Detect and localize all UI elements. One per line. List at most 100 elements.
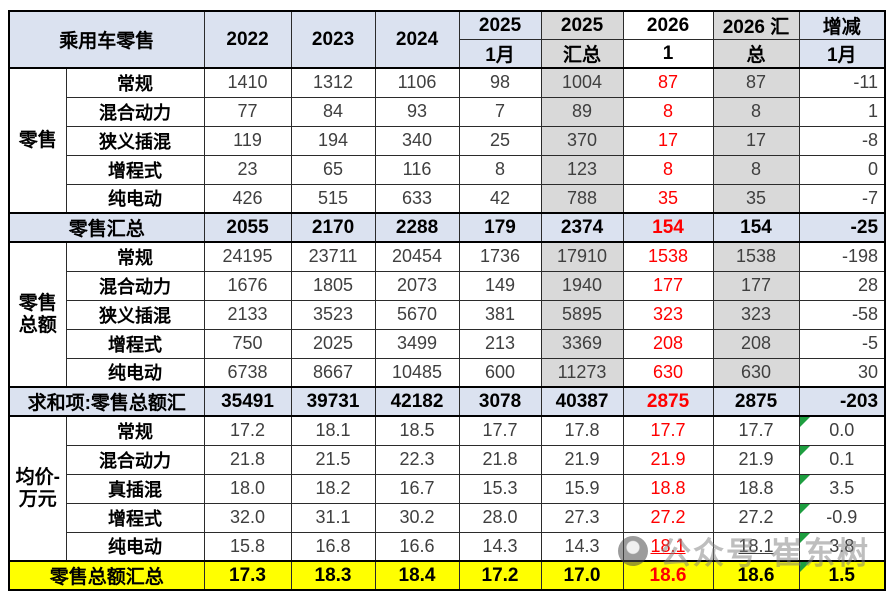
summary-cell: 2170 bbox=[290, 212, 376, 243]
row-label: 增程式 bbox=[65, 154, 205, 185]
row-label: 真插混 bbox=[65, 473, 205, 504]
value-cell: 17 bbox=[712, 125, 800, 156]
table-row: 纯电动 6738 8667 10485 600 11273 630 630 30 bbox=[9, 357, 886, 388]
summary-cell: 35491 bbox=[203, 386, 292, 417]
table-row: 真插混 18.0 18.2 16.7 15.3 15.9 18.8 18.8 3.5 bbox=[9, 473, 886, 504]
value-cell: 84 bbox=[290, 96, 376, 127]
value-cell: 17.7 bbox=[458, 415, 542, 446]
value-cell: 208 bbox=[712, 328, 800, 359]
table-row: 狭义插混 2133 3523 5670 381 5895 323 323 -58 bbox=[9, 299, 886, 330]
value-cell: 25 bbox=[458, 125, 542, 156]
value-cell: 116 bbox=[374, 154, 460, 185]
value-cell: 17910 bbox=[540, 241, 624, 272]
value-cell: 30 bbox=[798, 357, 886, 388]
table-row: 零售 常规 1410 1312 1106 98 1004 87 87 -11 bbox=[8, 67, 886, 214]
value-cell: 1538 bbox=[622, 241, 714, 272]
value-cell: 98 bbox=[458, 67, 542, 98]
value-cell: 3.5 bbox=[798, 473, 886, 504]
value-cell: 8 bbox=[458, 154, 542, 185]
col-header-change: 增减 bbox=[798, 10, 886, 40]
value-cell: 381 bbox=[458, 299, 542, 330]
value-cell: 1 bbox=[798, 96, 886, 127]
summary-cell: 2374 bbox=[540, 212, 624, 243]
value-cell: 18.1 bbox=[290, 415, 376, 446]
row-label: 纯电动 bbox=[65, 531, 205, 562]
table-row: 增程式 32.0 31.1 30.2 28.0 27.3 27.2 27.2 -0.9 bbox=[9, 502, 886, 533]
value-cell: 32.0 bbox=[203, 502, 292, 533]
col-header-2026-1: 2026 bbox=[622, 10, 714, 40]
value-cell: 194 bbox=[290, 125, 376, 156]
row-label: 纯电动 bbox=[65, 183, 205, 214]
value-cell: 16.8 bbox=[290, 531, 376, 562]
value-cell: 5670 bbox=[374, 299, 460, 330]
value-cell: 27.3 bbox=[540, 502, 624, 533]
value-cell: 1106 bbox=[374, 67, 460, 98]
col-header-2025-jan-sub: 1月 bbox=[458, 39, 542, 69]
value-cell: 0 bbox=[798, 154, 886, 185]
value-cell: -198 bbox=[798, 241, 886, 272]
value-cell: 1940 bbox=[540, 270, 624, 301]
col-header-2023: 2023 bbox=[290, 10, 376, 69]
header-row-1: 乘用车零售 2022 2023 2024 2025 2025 2026 2026… bbox=[8, 10, 886, 69]
value-cell: -8 bbox=[798, 125, 886, 156]
summary-cell: 17.2 bbox=[458, 560, 542, 591]
section-label: 均价- 万元 bbox=[8, 415, 67, 562]
value-cell: 788 bbox=[540, 183, 624, 214]
table-row: 纯电动 15.8 16.8 16.6 14.3 14.3 18.1 18.1 3.8 bbox=[9, 531, 886, 562]
value-cell: 21.9 bbox=[712, 444, 800, 475]
value-cell: 630 bbox=[622, 357, 714, 388]
value-cell: 17.7 bbox=[622, 415, 714, 446]
value-cell: 8 bbox=[622, 96, 714, 127]
value-cell: 1676 bbox=[203, 270, 292, 301]
value-cell: 20454 bbox=[374, 241, 460, 272]
value-cell: 323 bbox=[712, 299, 800, 330]
value-cell: 177 bbox=[622, 270, 714, 301]
row-label: 纯电动 bbox=[65, 357, 205, 388]
value-cell: 5895 bbox=[540, 299, 624, 330]
value-cell: 149 bbox=[458, 270, 542, 301]
value-cell: 213 bbox=[458, 328, 542, 359]
summary-cell: 18.4 bbox=[374, 560, 460, 591]
value-cell: 42 bbox=[458, 183, 542, 214]
summary-row: 零售总额汇总 17.3 18.3 18.4 17.2 17.0 18.6 18.6 1.5 bbox=[8, 560, 886, 591]
value-cell: 14.3 bbox=[540, 531, 624, 562]
value-cell: 8 bbox=[712, 154, 800, 185]
summary-cell: 3078 bbox=[458, 386, 542, 417]
value-cell: 21.9 bbox=[540, 444, 624, 475]
value-cell: 89 bbox=[540, 96, 624, 127]
summary-cell: -25 bbox=[798, 212, 886, 243]
value-cell: 31.1 bbox=[290, 502, 376, 533]
value-cell: 123 bbox=[540, 154, 624, 185]
value-cell: 515 bbox=[290, 183, 376, 214]
header-row-2: 1月 汇总 1 总 1月 bbox=[9, 39, 886, 69]
summary-cell: 154 bbox=[622, 212, 714, 243]
section-label: 零售 总额 bbox=[8, 241, 67, 388]
summary-label: 零售汇总 bbox=[8, 212, 205, 243]
summary-label: 零售总额汇总 bbox=[8, 560, 205, 591]
value-cell: 750 bbox=[203, 328, 292, 359]
table-title: 乘用车零售 bbox=[8, 10, 205, 69]
value-cell: -58 bbox=[798, 299, 886, 330]
summary-cell: 2055 bbox=[203, 212, 292, 243]
table-row: 增程式 23 65 116 8 123 8 8 0 bbox=[9, 154, 886, 185]
row-label: 混合动力 bbox=[65, 96, 205, 127]
value-cell: 21.8 bbox=[203, 444, 292, 475]
value-cell: 11273 bbox=[540, 357, 624, 388]
page: { "header": { "title": "乘用车零售", "cols": … bbox=[8, 10, 887, 591]
value-cell: 93 bbox=[374, 96, 460, 127]
value-cell: 30.2 bbox=[374, 502, 460, 533]
row-label: 混合动力 bbox=[65, 270, 205, 301]
value-cell: -0.9 bbox=[798, 502, 886, 533]
value-cell: -5 bbox=[798, 328, 886, 359]
value-cell: 8 bbox=[712, 96, 800, 127]
section-label: 零售 bbox=[8, 67, 67, 214]
summary-cell: 18.6 bbox=[622, 560, 714, 591]
row-label: 常规 bbox=[65, 241, 205, 272]
value-cell: 0.1 bbox=[798, 444, 886, 475]
value-cell: 65 bbox=[290, 154, 376, 185]
value-cell: 18.8 bbox=[712, 473, 800, 504]
value-cell: 18.5 bbox=[374, 415, 460, 446]
value-cell: 17.7 bbox=[712, 415, 800, 446]
col-header-2026-total: 2026 汇 bbox=[712, 10, 800, 40]
value-cell: 17.8 bbox=[540, 415, 624, 446]
